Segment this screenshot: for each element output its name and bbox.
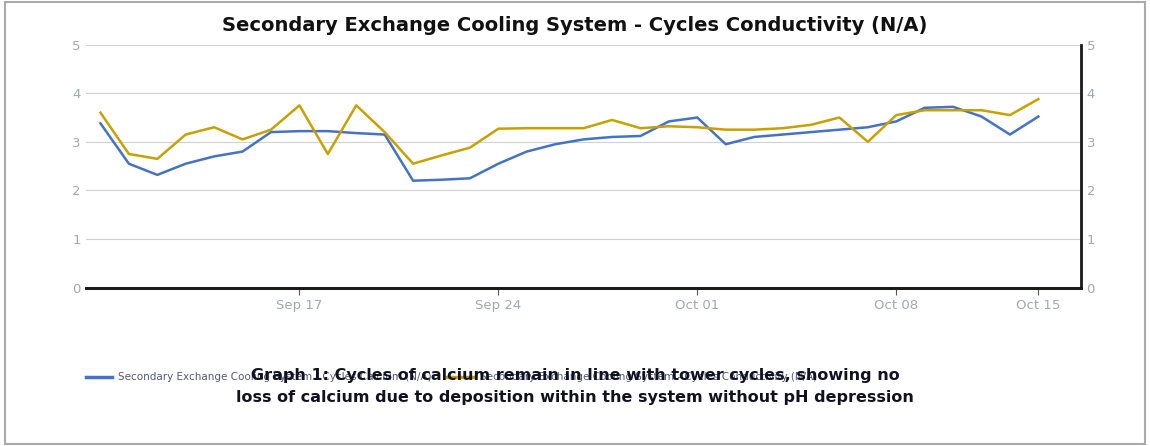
Text: Graph 1: Cycles of calcium remain in line with tower cycles, showing no
loss of : Graph 1: Cycles of calcium remain in lin… bbox=[236, 368, 914, 405]
Legend: Secondary Exchange Cooling System - Cycles Calcium (N/A), Secondary Exchange Coo: Secondary Exchange Cooling System - Cycl… bbox=[82, 368, 821, 387]
Text: Secondary Exchange Cooling System - Cycles Conductivity (N/A): Secondary Exchange Cooling System - Cycl… bbox=[222, 16, 928, 35]
